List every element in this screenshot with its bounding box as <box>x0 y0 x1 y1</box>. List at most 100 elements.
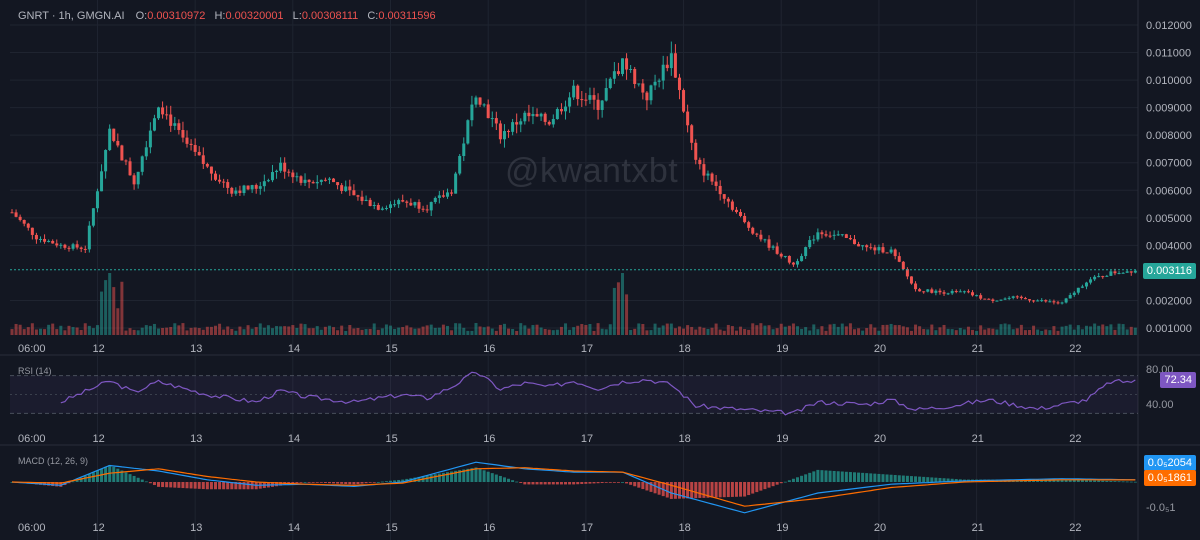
macd-hist-bar <box>124 472 128 482</box>
volume-bar <box>535 324 539 335</box>
close-readout: C:0.00311596 <box>367 10 436 22</box>
candle-body <box>95 191 99 209</box>
candle-body <box>755 233 759 235</box>
volume-bar <box>226 326 230 335</box>
volume-bar <box>482 327 486 335</box>
candle-body <box>519 121 523 125</box>
candle-body <box>889 249 893 253</box>
symbol-label[interactable]: GNRT · 1h, GMGN.AI <box>18 10 125 22</box>
macd-label[interactable]: MACD (12, 26, 9) <box>18 456 89 466</box>
macd-hist-bar <box>515 481 519 483</box>
macd-hist-bar <box>763 482 767 490</box>
volume-bar <box>376 329 380 335</box>
candle-body <box>490 118 494 120</box>
candle-body <box>214 173 217 180</box>
x-tick-label: 17 <box>581 522 593 534</box>
volume-bar <box>380 328 384 335</box>
candle-body <box>690 125 694 143</box>
volume-bar <box>429 324 433 335</box>
macd-hist-bar <box>51 482 55 487</box>
volume-bar <box>677 326 681 335</box>
candle-body <box>332 178 336 183</box>
volume-bar <box>515 330 519 335</box>
volume-bar <box>303 324 307 335</box>
rsi-label[interactable]: RSI (14) <box>18 366 52 376</box>
candle-body <box>661 64 665 81</box>
macd-hist-bar <box>344 482 348 485</box>
volume-bar <box>572 327 576 335</box>
candle-body <box>511 122 515 132</box>
candle-body <box>140 156 144 172</box>
candle-body <box>323 179 327 181</box>
volume-bar <box>983 329 987 335</box>
macd-hist-bar <box>641 482 645 490</box>
macd-hist-bar <box>889 474 893 482</box>
candle-body <box>266 180 270 182</box>
candle-body <box>816 232 820 240</box>
candle-body <box>669 53 673 69</box>
volume-bar <box>828 324 832 335</box>
volume-bar <box>816 329 820 335</box>
volume-bar <box>621 273 624 335</box>
volume-bar <box>372 323 376 335</box>
candle-body <box>1015 296 1019 298</box>
macd-hist-bar <box>1113 481 1117 482</box>
macd-hist-bar <box>1060 479 1064 482</box>
candle-body <box>962 291 966 293</box>
macd-hist-bar <box>914 476 918 482</box>
x-tick-label: 12 <box>92 433 104 445</box>
macd-hist-bar <box>161 482 165 488</box>
volume-bar <box>177 325 181 335</box>
macd-hist-bar <box>226 482 230 490</box>
volume-bar <box>152 323 156 335</box>
candle-body <box>1007 297 1011 299</box>
macd-hist-bar <box>954 479 958 482</box>
volume-bar <box>1101 324 1105 335</box>
macd-hist-bar <box>718 482 722 498</box>
candle-body <box>869 247 873 249</box>
candle-body <box>100 171 104 192</box>
volume-bar <box>157 328 161 335</box>
macd-hist-bar <box>482 470 486 482</box>
volume-bar <box>686 325 690 335</box>
candle-body <box>958 291 962 293</box>
volume-bar <box>71 327 75 335</box>
candle-body <box>226 182 230 188</box>
candle-body <box>1129 271 1133 273</box>
macd-hist-bar <box>767 482 771 488</box>
volume-bar <box>63 330 67 335</box>
macd-hist-bar <box>775 482 779 485</box>
volume-bar <box>804 327 808 335</box>
volume-bar <box>649 330 653 335</box>
volume-bar <box>368 328 372 335</box>
candle-body <box>710 173 714 182</box>
macd-hist-bar <box>494 474 498 482</box>
macd-hist-bar <box>946 478 950 482</box>
volume-bar <box>148 325 152 335</box>
price-candles <box>10 41 1137 305</box>
candle-body <box>726 198 730 202</box>
x-tick-label: 14 <box>288 522 300 534</box>
candle-body <box>421 208 425 210</box>
volume-bar <box>43 329 47 335</box>
candle-body <box>926 289 930 292</box>
macd-hist-bar <box>511 480 515 482</box>
volume-bar <box>299 323 303 335</box>
candle-body <box>458 156 462 174</box>
candle-body <box>779 253 783 257</box>
x-tick-label: 21 <box>972 433 984 445</box>
volume-bar <box>1023 330 1027 335</box>
price-tick-label: 0.005000 <box>1146 213 1192 225</box>
macd-hist-bar <box>384 481 388 482</box>
volume-bar <box>865 328 869 335</box>
candle-body <box>739 211 743 216</box>
macd-hist-bar <box>299 482 303 483</box>
candle-body <box>893 249 897 257</box>
volume-bar <box>942 324 946 335</box>
volume-bar <box>775 328 779 335</box>
macd-hist-bar <box>592 482 596 484</box>
volume-bar <box>262 327 266 335</box>
macd-hist-bar <box>450 471 454 482</box>
candle-body <box>494 118 498 124</box>
volume-bar <box>55 329 59 335</box>
